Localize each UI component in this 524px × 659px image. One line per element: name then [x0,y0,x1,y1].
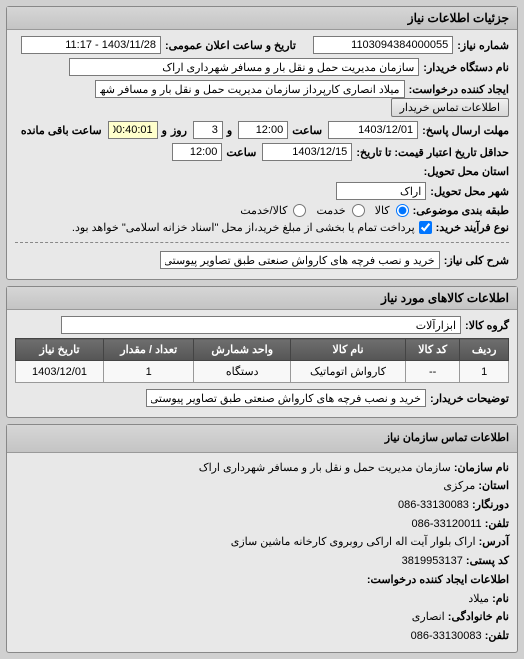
col-qty: تعداد / مقدار [104,339,194,361]
creator-label: ایجاد کننده درخواست: [409,83,509,96]
day-label: روز [171,124,187,137]
col-name: نام کالا [290,339,405,361]
col-code: کد کالا [406,339,460,361]
need-details-panel: جزئیات اطلاعات نیاز شماره نیاز: تاریخ و … [6,6,518,280]
process-label: نوع فرآیند خرید: [436,221,509,234]
col-unit: واحد شمارش [194,339,291,361]
province-label: استان محل تحویل: [424,165,509,178]
creator-family: انصاری [412,611,445,623]
table-row[interactable]: 1 -- کارواش اتوماتیک دستگاه 1 1403/12/01 [16,361,509,383]
contact-postal-label: کد پستی: [466,555,509,567]
group-label: گروه کالا: [465,319,509,332]
radio-both[interactable] [293,204,306,217]
cell-name: کارواش اتوماتیک [290,361,405,383]
creator-tel: 33130083-086 [411,630,482,642]
city-label: شهر محل تحویل: [430,185,509,198]
goods-info-body: گروه کالا: ردیف کد کالا نام کالا واحد شم… [7,310,517,417]
contact-header: اطلاعات تماس سازمان نیاز [7,425,517,453]
radio-service-label: خدمت [316,204,345,217]
deadline-time-field[interactable] [238,121,288,139]
summary-field[interactable] [160,251,440,269]
contact-org: سازمان مدیریت حمل و نقل بار و مسافر شهرد… [199,462,451,474]
creator-tel-row: تلفن: 33130083-086 [15,627,509,646]
radio-goods-label: کالا [375,204,390,217]
need-details-body: شماره نیاز: تاریخ و ساعت اعلان عمومی: نا… [7,30,517,279]
deadline-hour-label: ساعت [292,124,322,137]
contact-address-label: آدرس: [479,536,509,548]
and-label-2: و [162,124,167,137]
need-no-label: شماره نیاز: [457,39,509,52]
contact-panel: اطلاعات تماس سازمان نیاز نام سازمان: ساز… [6,424,518,653]
col-row: ردیف [460,339,509,361]
radio-goods[interactable] [396,204,409,217]
cell-date: 1403/12/01 [16,361,104,383]
need-details-header: جزئیات اطلاعات نیاز [7,7,517,30]
goods-info-panel: اطلاعات کالاهای مورد نیاز گروه کالا: ردی… [6,286,518,418]
cell-unit: دستگاه [194,361,291,383]
cell-code: -- [406,361,460,383]
contact-fax-label: دورنگار: [472,499,509,511]
creator-name-row: نام: میلاد [15,590,509,609]
creator-family-row: نام خانوادگی: انصاری [15,608,509,627]
contact-phone-label: تلفن: [485,518,509,530]
credit-time-field[interactable] [172,143,222,161]
need-no-field[interactable] [313,36,453,54]
radio-both-group[interactable]: کالا/خدمت [240,204,306,217]
contact-postal: 3819953137 [402,555,463,567]
goods-table-header-row: ردیف کد کالا نام کالا واحد شمارش تعداد /… [16,339,509,361]
buyer-notes-field[interactable] [146,389,426,407]
public-announce-field[interactable] [21,36,161,54]
radio-both-label: کالا/خدمت [240,204,287,217]
remaining-time-field[interactable] [108,121,158,139]
contact-postal-row: کد پستی: 3819953137 [15,552,509,571]
contact-fax: 33130083-086 [398,499,469,511]
device-name-label: نام دستگاه خریدار: [423,61,509,74]
cell-row: 1 [460,361,509,383]
days-remaining-field[interactable] [193,121,223,139]
creator-family-label: نام خانوادگی: [448,611,509,623]
creator-name-label: نام: [492,593,509,605]
radio-service-group[interactable]: خدمت [316,204,364,217]
process-checkbox[interactable] [419,221,432,234]
cell-qty: 1 [104,361,194,383]
group-field[interactable] [61,316,461,334]
contact-province-row: استان: مرکزی [15,477,509,496]
deadline-answer-label: مهلت ارسال پاسخ: [422,124,509,137]
separator-1 [15,242,509,243]
contact-address-row: آدرس: اراک بلوار آیت اله اراکی روبروی کا… [15,533,509,552]
contact-org-row: نام سازمان: سازمان مدیریت حمل و نقل بار … [15,459,509,478]
col-date: تاریخ نیاز [16,339,104,361]
buyer-contact-button[interactable]: اطلاعات تماس خریدار [391,98,509,117]
radio-service[interactable] [352,204,365,217]
credit-label: حداقل تاریخ اعتبار قیمت: تا تاریخ: [356,146,509,159]
city-field[interactable] [336,182,426,200]
process-note: پرداخت تمام یا بخشی از مبلغ خرید،از محل … [72,221,415,234]
class-label: طبقه بندی موضوعی: [413,204,509,217]
contact-province-label: استان: [478,480,509,492]
device-name-field[interactable] [69,58,419,76]
credit-date-field[interactable] [262,143,352,161]
deadline-and-label: و [227,124,232,137]
credit-hour-label: ساعت [226,146,256,159]
creator-tel-label: تلفن: [485,630,509,642]
creator-field[interactable] [95,80,405,98]
contact-phone-row: تلفن: 33120011-086 [15,515,509,534]
contact-phone: 33120011-086 [411,518,481,530]
contact-address: اراک بلوار آیت اله اراکی روبروی کارخانه … [231,536,476,548]
public-announce-label: تاریخ و ساعت اعلان عمومی: [165,39,296,52]
contact-province: مرکزی [443,480,475,492]
contact-org-label: نام سازمان: [454,462,509,474]
goods-table: ردیف کد کالا نام کالا واحد شمارش تعداد /… [15,338,509,383]
remaining-label: ساعت باقی مانده [21,124,102,137]
contact-fax-row: دورنگار: 33130083-086 [15,496,509,515]
goods-info-header: اطلاعات کالاهای مورد نیاز [7,287,517,310]
radio-goods-group[interactable]: کالا [375,204,409,217]
deadline-date-field[interactable] [328,121,418,139]
creator-name: میلاد [468,593,489,605]
creator-header-row: اطلاعات ایجاد کننده درخواست: [15,571,509,590]
summary-label: شرح کلی نیاز: [444,254,509,267]
buyer-notes-label: توضیحات خریدار: [430,392,509,405]
